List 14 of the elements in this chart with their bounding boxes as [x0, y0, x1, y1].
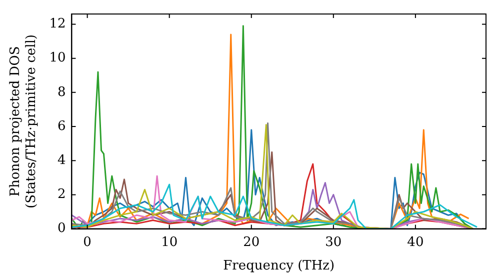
y-tick-label: 10 — [49, 50, 66, 66]
y-axis-title: Phonon projected DOS (States/THz·primitive cell) — [8, 34, 39, 208]
y-tick-label: 2 — [57, 187, 66, 202]
x-axis-title: Frequency (THz) — [223, 258, 335, 274]
x-tick-label: 30 — [325, 234, 342, 250]
x-tick-label: 10 — [161, 234, 178, 250]
y-tick-label: 0 — [57, 221, 66, 236]
y-tick-label: 6 — [57, 118, 66, 134]
y-tick-label: 4 — [57, 152, 66, 168]
x-tick-label: 0 — [83, 234, 92, 250]
y-tick-label: 8 — [57, 84, 66, 100]
x-tick-label: 40 — [407, 234, 424, 250]
y-tick-label: 12 — [49, 16, 66, 32]
x-tick-label: 20 — [243, 234, 260, 250]
